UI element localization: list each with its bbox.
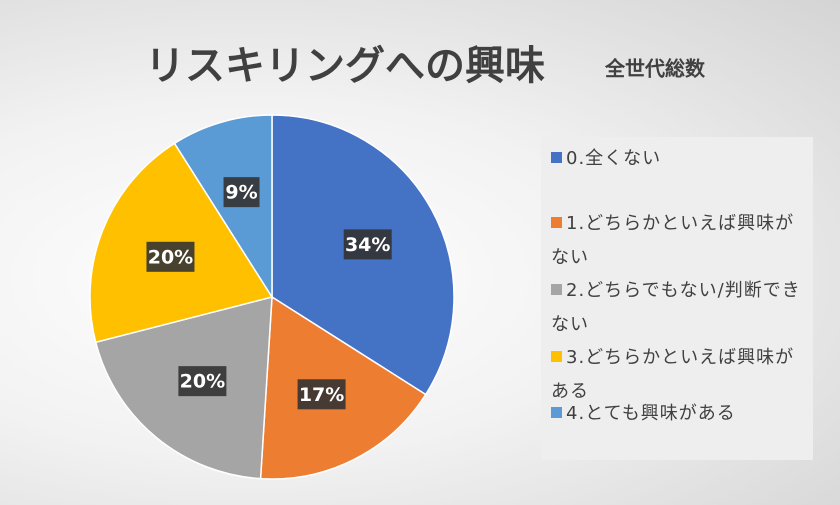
data-label: 17%: [299, 384, 344, 406]
data-label-box: [178, 366, 227, 397]
legend-label: 1.どちらかといえば興味がない: [551, 213, 795, 268]
data-label: 20%: [180, 371, 225, 393]
legend-swatch: [551, 284, 562, 295]
legend-label: 0.全くない: [566, 148, 662, 169]
legend-swatch: [551, 152, 562, 163]
legend-item: 1.どちらかといえば興味がない: [551, 207, 801, 275]
chart-subtitle: 全世代総数: [604, 57, 706, 81]
legend-item: 2.どちらでもない/判断できない: [551, 274, 801, 342]
chart-title: リスキリングへの興味: [145, 43, 545, 89]
legend-item: 0.全くない: [551, 142, 801, 176]
data-label: 9%: [225, 182, 257, 204]
legend-item: 3.どちらかといえば興味がある: [551, 341, 801, 409]
legend-label: 4.とても興味がある: [566, 403, 736, 424]
legend: 0.全くない 1.どちらかといえば興味がない 2.どちらでもない/判断できない 3.ど…: [541, 137, 813, 460]
data-label-box: [297, 379, 346, 410]
data-label-box: [223, 177, 260, 208]
data-label-box: [146, 241, 195, 272]
legend-swatch: [551, 217, 562, 228]
legend-label: 2.どちらでもない/判断できない: [551, 280, 801, 335]
legend-item: 4.とても興味がある: [551, 397, 801, 431]
legend-swatch: [551, 407, 562, 418]
data-label: 20%: [148, 246, 193, 268]
legend-swatch: [551, 351, 562, 362]
legend-label: 3.どちらかといえば興味がある: [551, 347, 795, 402]
data-label-box: [343, 229, 392, 260]
pie-slice: [173, 114, 273, 300]
data-label: 34%: [345, 234, 390, 256]
